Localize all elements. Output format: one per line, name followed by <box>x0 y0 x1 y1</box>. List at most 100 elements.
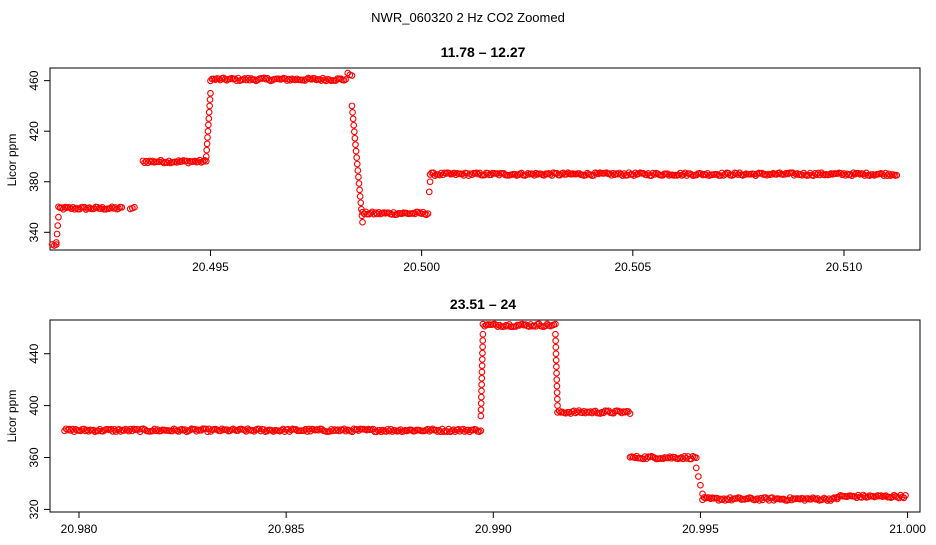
data-point <box>479 337 487 344</box>
data-point <box>620 170 628 177</box>
data-point <box>83 426 91 434</box>
data-point <box>97 205 105 212</box>
data-point <box>363 426 371 434</box>
data-point <box>199 158 207 165</box>
data-point <box>552 350 560 358</box>
data-point <box>552 356 560 364</box>
x-tick-label-top: 20.505 <box>614 260 651 274</box>
data-point <box>838 171 846 179</box>
data-point <box>349 109 356 116</box>
data-point <box>52 241 60 248</box>
data-point <box>780 495 787 503</box>
data-point <box>71 205 79 213</box>
data-point <box>142 157 150 165</box>
data-point <box>889 493 896 501</box>
data-point <box>651 171 658 178</box>
data-point <box>609 169 617 177</box>
data-point <box>68 205 75 213</box>
data-point <box>352 147 360 155</box>
data-point <box>348 102 356 110</box>
data-point <box>353 426 361 433</box>
data-point <box>631 454 639 462</box>
data-point <box>553 395 561 403</box>
data-point <box>680 170 687 178</box>
data-point <box>120 427 128 434</box>
data-point <box>606 170 614 177</box>
data-point <box>257 427 264 435</box>
data-point <box>466 170 474 178</box>
data-point <box>207 89 214 97</box>
data-point <box>357 199 365 207</box>
data-point <box>123 426 131 434</box>
data-point <box>649 169 657 177</box>
data-point <box>553 389 561 397</box>
data-point <box>484 169 492 177</box>
data-point <box>666 453 674 461</box>
data-point <box>807 495 815 503</box>
y-tick-label-top: 340 <box>27 222 41 242</box>
data-point <box>203 146 211 154</box>
data-point <box>223 426 231 433</box>
y-axis-label-top: Licor ppm <box>5 134 19 187</box>
data-point <box>651 454 659 462</box>
data-point <box>194 158 202 165</box>
data-point <box>458 170 466 178</box>
data-point <box>478 374 486 382</box>
data-point <box>154 426 162 433</box>
data-point <box>354 167 362 174</box>
data-point <box>588 409 596 417</box>
data-point <box>94 203 101 211</box>
data-point <box>334 426 342 434</box>
data-point <box>553 363 560 371</box>
x-tick-label-bottom: 21.000 <box>889 522 926 536</box>
data-point <box>427 426 435 434</box>
x-tick-label-top: 20.510 <box>826 260 863 274</box>
data-point <box>553 169 561 177</box>
data-point <box>705 494 713 501</box>
data-point <box>450 426 457 434</box>
data-point <box>479 330 487 338</box>
data-point <box>285 75 292 83</box>
data-point <box>423 211 430 219</box>
y-tick-label-bottom: 360 <box>27 447 41 467</box>
data-point <box>625 169 633 177</box>
data-point <box>641 453 649 461</box>
data-point <box>547 171 554 178</box>
data-point <box>529 170 537 178</box>
data-point <box>697 481 704 489</box>
y-tick-label-bottom: 320 <box>27 499 41 519</box>
data-point <box>202 153 210 160</box>
x-tick-label-bottom: 20.980 <box>61 522 98 536</box>
data-point <box>315 426 322 434</box>
data-point <box>626 410 634 417</box>
data-point <box>861 492 869 500</box>
data-point <box>424 210 432 217</box>
data-point <box>350 121 358 129</box>
data-point <box>552 320 559 328</box>
data-point <box>522 321 530 328</box>
data-point <box>408 426 416 434</box>
data-point <box>94 427 102 435</box>
data-point <box>846 170 854 178</box>
data-point <box>763 171 771 179</box>
data-point <box>127 425 134 433</box>
data-point <box>191 157 199 165</box>
data-point <box>311 75 319 82</box>
data-point <box>511 170 519 178</box>
data-point <box>85 427 92 435</box>
data-point <box>477 400 485 407</box>
data-point <box>351 134 359 142</box>
x-tick-label-top: 20.495 <box>192 260 229 274</box>
data-point <box>851 493 859 500</box>
data-point <box>356 186 363 194</box>
data-point <box>718 496 726 504</box>
data-point <box>204 127 212 135</box>
data-point <box>695 473 702 480</box>
chart-panel-top: 11.78 – 12.27 Licor ppm 20.495 20.500 20.5… <box>5 44 921 274</box>
y-axis-label-bottom: Licor ppm <box>5 390 19 443</box>
data-point <box>348 72 356 79</box>
data-point <box>90 205 98 213</box>
data-point <box>682 455 690 462</box>
data-point <box>203 140 211 148</box>
data-point <box>790 171 798 179</box>
